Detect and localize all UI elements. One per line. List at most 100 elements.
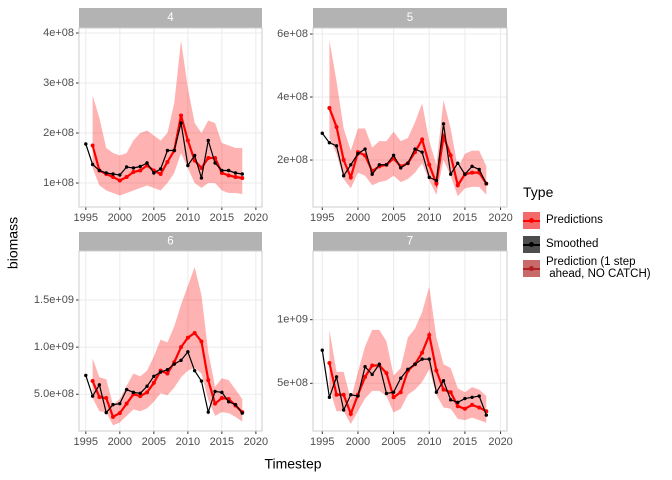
prediction-point [233, 175, 238, 179]
x-tick-label: 1995 [310, 212, 334, 224]
prediction-point [192, 330, 197, 335]
x-tick-label: 2020 [244, 436, 268, 448]
strip [79, 8, 262, 28]
smoothed-point [320, 131, 324, 135]
smoothed-point [399, 376, 403, 380]
smoothed-point [413, 147, 417, 151]
prediction-point [334, 124, 339, 129]
smoothed-point [165, 148, 170, 153]
prediction-point [226, 173, 231, 178]
smoothed-point [206, 138, 210, 143]
prediction-point [111, 414, 116, 419]
panel-border [78, 250, 263, 432]
prediction-point [334, 392, 339, 397]
y-tick-label: 4e+08 [277, 91, 308, 103]
smoothed-point [240, 411, 244, 415]
smoothed-point [427, 175, 431, 180]
prediction-point [448, 153, 453, 158]
prediction-point [131, 170, 136, 174]
smoothed-point [448, 172, 453, 176]
smoothed-point [434, 178, 439, 183]
smoothed-point [186, 163, 190, 168]
smoothed-point [213, 389, 217, 394]
prediction-point [124, 175, 129, 179]
y-tick-label: 6e+08 [277, 28, 308, 40]
legend-key [523, 259, 540, 277]
x-axis-title: Timestep [264, 456, 321, 472]
smoothed-point [356, 394, 360, 398]
smoothed-point [427, 357, 431, 361]
prediction-point [348, 411, 353, 416]
x-tick-label: 2010 [176, 212, 200, 224]
smoothed-point [118, 401, 122, 406]
legend-title: Type [523, 184, 554, 200]
x-tick-label: 1995 [310, 436, 334, 448]
smoothed-point [349, 393, 353, 397]
smoothed-point [384, 163, 389, 167]
prediction-point [470, 402, 475, 407]
smoothed-point [206, 410, 210, 414]
y-tick-label: 5.0e+08 [34, 388, 74, 400]
smoothed-point [226, 400, 231, 404]
prediction-point [219, 396, 224, 401]
prediction-point [206, 378, 211, 383]
prediction-point [341, 392, 346, 397]
legend-key [523, 235, 540, 253]
panel-border [78, 27, 263, 208]
legend: Type Predictions Smoothed Prediction (1 st… [523, 184, 651, 280]
strip [313, 8, 507, 28]
smoothed-point [158, 370, 163, 374]
x-tick-label: 1995 [74, 212, 98, 224]
prediction-point [455, 404, 460, 409]
smoothed-point [434, 390, 439, 394]
smoothed-point [406, 367, 410, 372]
smoothed-point [179, 358, 183, 363]
smoothed-point [406, 161, 410, 165]
prediction-point [124, 401, 129, 406]
smoothed-line [321, 123, 487, 184]
prediction-point [455, 183, 460, 188]
smoothed-point [226, 168, 231, 173]
smoothed-point [327, 141, 332, 145]
smoothed-point [470, 164, 474, 169]
x-tick-label: 2000 [108, 212, 132, 224]
smoothed-point [220, 168, 224, 173]
smoothed-point [131, 166, 136, 170]
prediction-point [477, 405, 482, 410]
prediction-point [199, 339, 204, 344]
smoothed-point [199, 379, 204, 383]
smoothed-point [233, 402, 238, 407]
x-tick-label: 2000 [346, 212, 370, 224]
legend-entry: Predictions [523, 208, 651, 232]
smoothed-point [138, 164, 142, 169]
smoothed-point [145, 384, 149, 388]
smoothed-point [320, 348, 324, 352]
x-tick-label: 2005 [381, 212, 405, 224]
confidence-band [92, 40, 243, 196]
x-tick-label: 1995 [74, 436, 98, 448]
prediction-point [185, 138, 190, 143]
prediction-point [179, 345, 184, 350]
smoothed-point [420, 150, 424, 154]
smoothed-point [199, 176, 204, 180]
legend-label: Predictions [546, 214, 603, 226]
prediction-point [441, 387, 446, 392]
prediction-point [398, 390, 403, 395]
strip [79, 232, 262, 251]
prediction-point [384, 371, 389, 376]
prediction-point [206, 156, 211, 160]
smoothed-point [441, 379, 446, 383]
smoothed-point [90, 394, 95, 398]
smoothed-point [240, 172, 244, 176]
smoothed-point [370, 172, 374, 176]
x-tick-label: 2010 [417, 436, 441, 448]
x-tick-label: 2020 [244, 212, 268, 224]
y-tick-label: 1.0e+09 [34, 341, 74, 353]
smoothed-point [158, 167, 163, 171]
smoothed-point [391, 390, 396, 394]
legend-label: Smoothed [546, 238, 599, 250]
smoothed-point [349, 163, 353, 167]
x-tick-label: 2015 [210, 212, 234, 224]
prediction-point [327, 106, 332, 111]
